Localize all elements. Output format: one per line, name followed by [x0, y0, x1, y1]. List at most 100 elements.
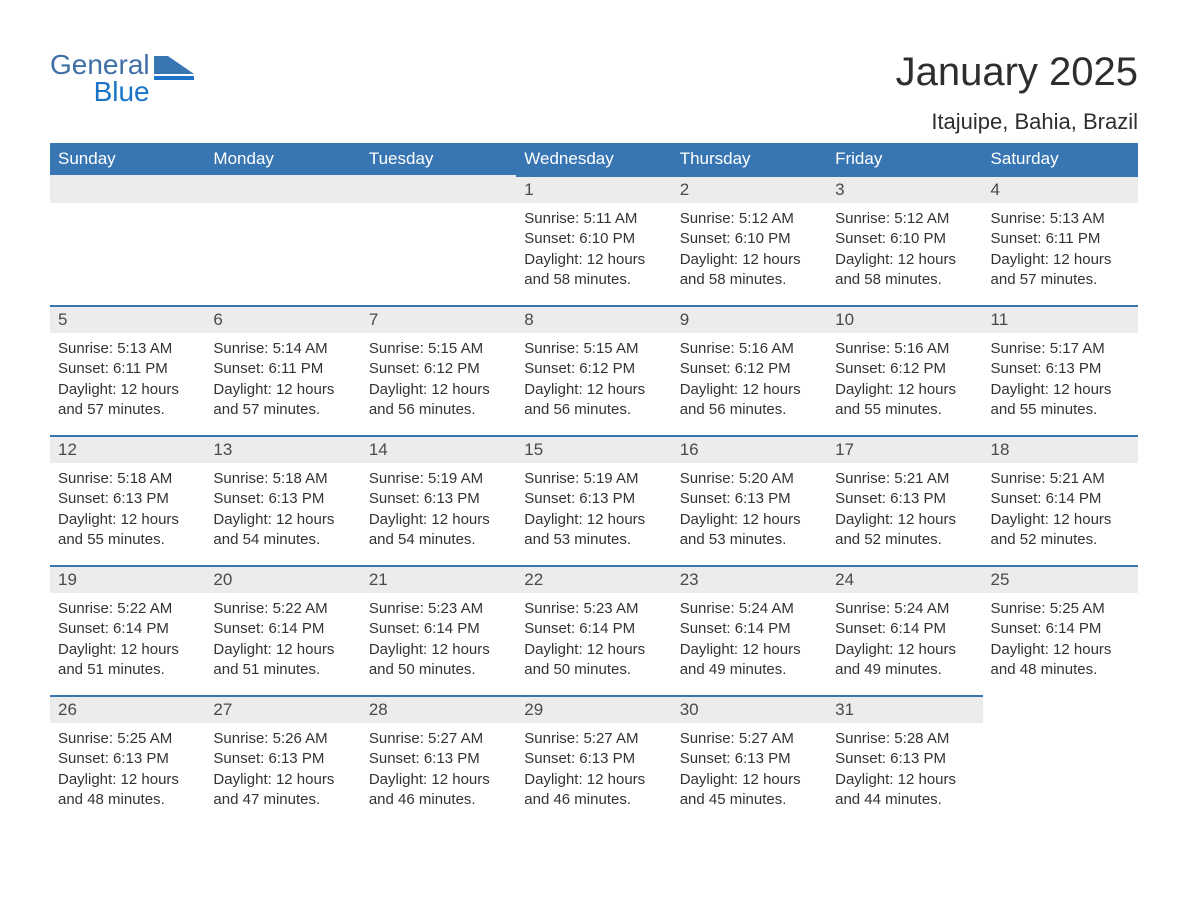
day-wrap: 6Sunrise: 5:14 AMSunset: 6:11 PMDaylight… [205, 305, 360, 435]
day-number: 27 [205, 697, 360, 723]
sunset-text: Sunset: 6:14 PM [680, 619, 819, 639]
daylight-text: Daylight: 12 hours and 57 minutes. [213, 380, 352, 421]
daylight-text: Daylight: 12 hours and 47 minutes. [213, 770, 352, 811]
calendar-cell: 22Sunrise: 5:23 AMSunset: 6:14 PMDayligh… [516, 565, 671, 695]
daylight-text: Daylight: 12 hours and 48 minutes. [58, 770, 197, 811]
sunrise-text: Sunrise: 5:22 AM [58, 599, 197, 619]
day-number: 23 [672, 567, 827, 593]
sunset-text: Sunset: 6:12 PM [524, 359, 663, 379]
day-wrap: 18Sunrise: 5:21 AMSunset: 6:14 PMDayligh… [983, 435, 1138, 565]
calendar-week-row: 19Sunrise: 5:22 AMSunset: 6:14 PMDayligh… [50, 565, 1138, 695]
daylight-text: Daylight: 12 hours and 57 minutes. [991, 250, 1130, 291]
logo: General Blue [50, 50, 194, 107]
sunset-text: Sunset: 6:14 PM [991, 489, 1130, 509]
day-body: Sunrise: 5:11 AMSunset: 6:10 PMDaylight:… [516, 203, 671, 292]
day-body: Sunrise: 5:28 AMSunset: 6:13 PMDaylight:… [827, 723, 982, 812]
daylight-text: Daylight: 12 hours and 51 minutes. [213, 640, 352, 681]
sunset-text: Sunset: 6:13 PM [524, 749, 663, 769]
day-wrap: 25Sunrise: 5:25 AMSunset: 6:14 PMDayligh… [983, 565, 1138, 695]
day-number: 2 [672, 177, 827, 203]
calendar-cell: 10Sunrise: 5:16 AMSunset: 6:12 PMDayligh… [827, 305, 982, 435]
day-body: Sunrise: 5:15 AMSunset: 6:12 PMDaylight:… [516, 333, 671, 422]
day-body: Sunrise: 5:16 AMSunset: 6:12 PMDaylight:… [827, 333, 982, 422]
calendar-week-row: 26Sunrise: 5:25 AMSunset: 6:13 PMDayligh… [50, 695, 1138, 825]
calendar-cell: 11Sunrise: 5:17 AMSunset: 6:13 PMDayligh… [983, 305, 1138, 435]
day-number: 22 [516, 567, 671, 593]
day-wrap: 13Sunrise: 5:18 AMSunset: 6:13 PMDayligh… [205, 435, 360, 565]
day-wrap: 29Sunrise: 5:27 AMSunset: 6:13 PMDayligh… [516, 695, 671, 825]
sunset-text: Sunset: 6:13 PM [835, 489, 974, 509]
day-number: 12 [50, 437, 205, 463]
sunrise-text: Sunrise: 5:13 AM [991, 209, 1130, 229]
day-body: Sunrise: 5:24 AMSunset: 6:14 PMDaylight:… [827, 593, 982, 682]
day-body: Sunrise: 5:18 AMSunset: 6:13 PMDaylight:… [205, 463, 360, 552]
calendar-cell: 7Sunrise: 5:15 AMSunset: 6:12 PMDaylight… [361, 305, 516, 435]
daylight-text: Daylight: 12 hours and 49 minutes. [835, 640, 974, 681]
day-body: Sunrise: 5:19 AMSunset: 6:13 PMDaylight:… [361, 463, 516, 552]
daylight-text: Daylight: 12 hours and 49 minutes. [680, 640, 819, 681]
day-number: 9 [672, 307, 827, 333]
sunrise-text: Sunrise: 5:16 AM [835, 339, 974, 359]
sunrise-text: Sunrise: 5:27 AM [369, 729, 508, 749]
calendar-cell: 12Sunrise: 5:18 AMSunset: 6:13 PMDayligh… [50, 435, 205, 565]
sunset-text: Sunset: 6:13 PM [369, 489, 508, 509]
day-number: 26 [50, 697, 205, 723]
day-body: Sunrise: 5:26 AMSunset: 6:13 PMDaylight:… [205, 723, 360, 812]
daylight-text: Daylight: 12 hours and 56 minutes. [680, 380, 819, 421]
calendar-cell: 1Sunrise: 5:11 AMSunset: 6:10 PMDaylight… [516, 175, 671, 305]
empty-day-strip [361, 175, 516, 203]
day-number: 18 [983, 437, 1138, 463]
sunset-text: Sunset: 6:13 PM [524, 489, 663, 509]
empty-day-strip [205, 175, 360, 203]
sunrise-text: Sunrise: 5:28 AM [835, 729, 974, 749]
daylight-text: Daylight: 12 hours and 50 minutes. [369, 640, 508, 681]
sunrise-text: Sunrise: 5:19 AM [369, 469, 508, 489]
day-body: Sunrise: 5:24 AMSunset: 6:14 PMDaylight:… [672, 593, 827, 682]
sunrise-text: Sunrise: 5:17 AM [991, 339, 1130, 359]
daylight-text: Daylight: 12 hours and 50 minutes. [524, 640, 663, 681]
sunset-text: Sunset: 6:11 PM [991, 229, 1130, 249]
day-number: 5 [50, 307, 205, 333]
sunset-text: Sunset: 6:10 PM [835, 229, 974, 249]
calendar-cell: 9Sunrise: 5:16 AMSunset: 6:12 PMDaylight… [672, 305, 827, 435]
calendar-cell: 24Sunrise: 5:24 AMSunset: 6:14 PMDayligh… [827, 565, 982, 695]
calendar-cell: 23Sunrise: 5:24 AMSunset: 6:14 PMDayligh… [672, 565, 827, 695]
day-body: Sunrise: 5:20 AMSunset: 6:13 PMDaylight:… [672, 463, 827, 552]
sunrise-text: Sunrise: 5:25 AM [991, 599, 1130, 619]
day-wrap: 20Sunrise: 5:22 AMSunset: 6:14 PMDayligh… [205, 565, 360, 695]
sunrise-text: Sunrise: 5:18 AM [213, 469, 352, 489]
daylight-text: Daylight: 12 hours and 54 minutes. [213, 510, 352, 551]
day-body: Sunrise: 5:19 AMSunset: 6:13 PMDaylight:… [516, 463, 671, 552]
sunrise-text: Sunrise: 5:19 AM [524, 469, 663, 489]
day-body: Sunrise: 5:27 AMSunset: 6:13 PMDaylight:… [516, 723, 671, 812]
daylight-text: Daylight: 12 hours and 46 minutes. [524, 770, 663, 811]
daylight-text: Daylight: 12 hours and 55 minutes. [58, 510, 197, 551]
sunrise-text: Sunrise: 5:18 AM [58, 469, 197, 489]
calendar-cell: 28Sunrise: 5:27 AMSunset: 6:13 PMDayligh… [361, 695, 516, 825]
day-wrap: 2Sunrise: 5:12 AMSunset: 6:10 PMDaylight… [672, 175, 827, 305]
day-wrap: 26Sunrise: 5:25 AMSunset: 6:13 PMDayligh… [50, 695, 205, 825]
sunrise-text: Sunrise: 5:24 AM [835, 599, 974, 619]
location-label: Itajuipe, Bahia, Brazil [896, 109, 1138, 135]
daylight-text: Daylight: 12 hours and 45 minutes. [680, 770, 819, 811]
day-number: 10 [827, 307, 982, 333]
calendar-week-row: 1Sunrise: 5:11 AMSunset: 6:10 PMDaylight… [50, 175, 1138, 305]
empty-day-strip [50, 175, 205, 203]
day-number: 7 [361, 307, 516, 333]
day-wrap: 7Sunrise: 5:15 AMSunset: 6:12 PMDaylight… [361, 305, 516, 435]
sunrise-text: Sunrise: 5:21 AM [991, 469, 1130, 489]
day-body: Sunrise: 5:21 AMSunset: 6:13 PMDaylight:… [827, 463, 982, 552]
sunset-text: Sunset: 6:11 PM [213, 359, 352, 379]
day-wrap: 12Sunrise: 5:18 AMSunset: 6:13 PMDayligh… [50, 435, 205, 565]
flag-icon [154, 56, 194, 84]
header: General Blue January 2025 Itajuipe, Bahi… [50, 50, 1138, 135]
sunset-text: Sunset: 6:14 PM [58, 619, 197, 639]
sunset-text: Sunset: 6:11 PM [58, 359, 197, 379]
day-wrap: 17Sunrise: 5:21 AMSunset: 6:13 PMDayligh… [827, 435, 982, 565]
day-wrap: 5Sunrise: 5:13 AMSunset: 6:11 PMDaylight… [50, 305, 205, 435]
daylight-text: Daylight: 12 hours and 55 minutes. [835, 380, 974, 421]
sunset-text: Sunset: 6:12 PM [369, 359, 508, 379]
day-number: 21 [361, 567, 516, 593]
sunrise-text: Sunrise: 5:27 AM [680, 729, 819, 749]
day-wrap: 19Sunrise: 5:22 AMSunset: 6:14 PMDayligh… [50, 565, 205, 695]
